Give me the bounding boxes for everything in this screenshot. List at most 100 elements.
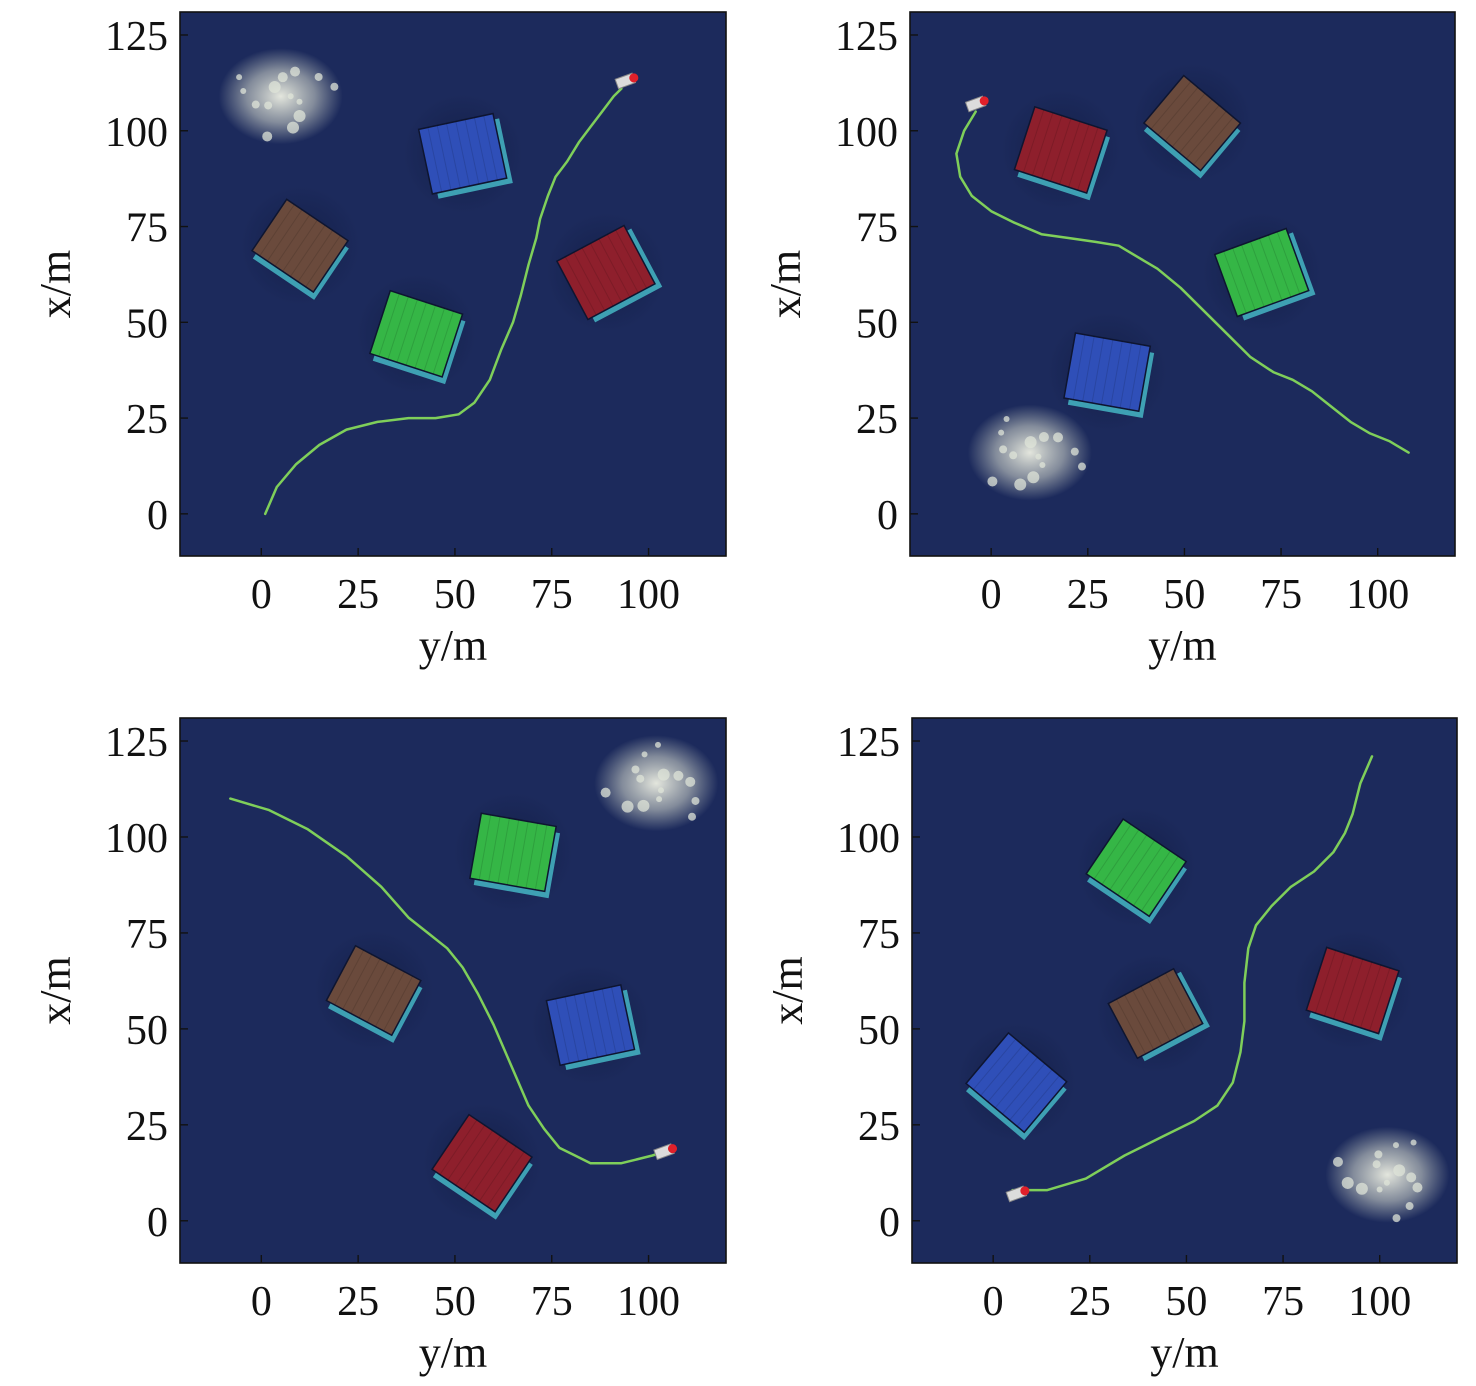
container-ridge xyxy=(1156,977,1187,1033)
y-tick-label: 125 xyxy=(837,720,900,766)
foam-speck xyxy=(1393,1164,1406,1177)
blue-container xyxy=(964,1031,1068,1141)
container-ridge xyxy=(423,308,445,372)
y-tick-label: 75 xyxy=(858,912,900,958)
x-tick-label: 50 xyxy=(1163,572,1205,618)
container-ridge xyxy=(358,962,389,1019)
foam-speck xyxy=(657,787,664,794)
container-ridge xyxy=(483,115,498,181)
y-tick-label: 100 xyxy=(105,816,168,862)
container-ridge xyxy=(1369,967,1391,1031)
container-ridge xyxy=(471,1140,509,1197)
container-ridge xyxy=(1341,958,1364,1023)
red-container xyxy=(555,224,663,323)
blue-container xyxy=(545,983,641,1071)
container-ridge xyxy=(488,816,501,882)
container-ridge xyxy=(1059,121,1081,185)
foam-speck xyxy=(1039,461,1046,468)
foam-speck xyxy=(290,66,301,77)
container-ridge xyxy=(414,305,436,369)
container-ridge xyxy=(497,818,510,884)
brown-container xyxy=(1107,967,1210,1062)
plot-frame xyxy=(911,717,1458,1264)
blue-container xyxy=(417,112,513,199)
container-ridge xyxy=(439,1119,478,1175)
foam-speck xyxy=(1035,453,1042,460)
plot-frame xyxy=(179,717,727,1264)
container-top xyxy=(555,224,657,321)
blue-container xyxy=(1063,332,1155,418)
y-tick-label: 125 xyxy=(835,14,898,60)
container-top xyxy=(368,289,464,378)
x-tick-label: 25 xyxy=(337,1279,379,1325)
container-ridge xyxy=(463,1135,501,1191)
y-tick-label: 100 xyxy=(105,110,168,156)
green-container xyxy=(368,289,466,385)
y-tick-label: 50 xyxy=(858,1008,900,1054)
foam-speck xyxy=(1003,415,1010,422)
x-tick-label: 75 xyxy=(531,1279,573,1325)
container-top xyxy=(1063,332,1152,413)
x-tick-label: 0 xyxy=(981,572,1002,618)
container-ridge xyxy=(1193,116,1234,166)
container-top xyxy=(1213,227,1310,318)
foam-speck xyxy=(1406,1172,1417,1183)
foam-speck xyxy=(277,72,288,83)
x-tick-label: 100 xyxy=(617,572,680,618)
container-ridge xyxy=(1128,344,1142,410)
x-tick-label: 100 xyxy=(1346,572,1409,618)
container-ridge xyxy=(366,967,397,1023)
panel-top-left: 0 25 50 75 100 0 25 50 75 100 125 y/m x/m xyxy=(31,11,727,670)
container-ridge xyxy=(455,121,471,187)
container-top xyxy=(250,198,350,294)
x-axis-label: y/m xyxy=(419,1328,487,1377)
red-container xyxy=(1013,105,1110,201)
panel-bottom-left: 0 25 50 75 100 0 25 50 75 100 125 y/m x/m xyxy=(31,717,727,1377)
container-ridge xyxy=(478,814,492,880)
foam-speck xyxy=(637,799,650,812)
container-ridge xyxy=(297,230,334,283)
container-ridge xyxy=(447,1124,486,1181)
container-top xyxy=(1142,74,1242,172)
foam-speck xyxy=(656,796,663,803)
y-tick-label: 75 xyxy=(126,912,168,958)
vessel-marker xyxy=(629,73,639,83)
container-ridge xyxy=(383,975,414,1032)
container-top xyxy=(1305,946,1400,1035)
foam-speck xyxy=(1070,447,1079,456)
x-axis-label: y/m xyxy=(1148,621,1216,670)
container-top xyxy=(1107,967,1204,1060)
container-top xyxy=(417,112,508,195)
container-ridge xyxy=(1002,1063,1046,1115)
y-tick-label: 100 xyxy=(837,816,900,862)
container-ridge xyxy=(1101,829,1140,885)
foam-speck xyxy=(1392,1142,1399,1149)
foam-speck xyxy=(287,93,294,100)
container-ridge xyxy=(606,234,639,293)
container-ridge xyxy=(1093,824,1132,880)
y-tick-label: 125 xyxy=(105,720,168,766)
green-container xyxy=(1085,818,1188,925)
container-ridge xyxy=(486,1151,525,1207)
y-tick-label: 25 xyxy=(126,1104,168,1150)
x-tick-label: 0 xyxy=(983,1279,1004,1325)
container-top xyxy=(325,944,422,1037)
container-top xyxy=(545,983,636,1067)
foam-speck xyxy=(1372,1160,1381,1169)
container-ridge xyxy=(266,209,303,262)
trajectory-line xyxy=(955,110,1410,454)
container-ridge xyxy=(1110,341,1123,407)
container-ridge xyxy=(972,1038,1017,1090)
y-axis-label: x/m xyxy=(31,250,80,318)
x-tick-label: 100 xyxy=(617,1279,680,1325)
container-ridge xyxy=(1100,339,1114,405)
foam-speck xyxy=(1027,471,1040,484)
container-ridge xyxy=(342,954,373,1010)
y-tick-label: 0 xyxy=(147,493,168,539)
container-ridge xyxy=(305,235,341,288)
container-ridge xyxy=(1178,104,1220,154)
y-tick-label: 50 xyxy=(856,301,898,347)
container-ridge xyxy=(259,204,295,257)
container-ridge xyxy=(1109,834,1148,891)
y-tick-label: 0 xyxy=(147,1200,168,1246)
